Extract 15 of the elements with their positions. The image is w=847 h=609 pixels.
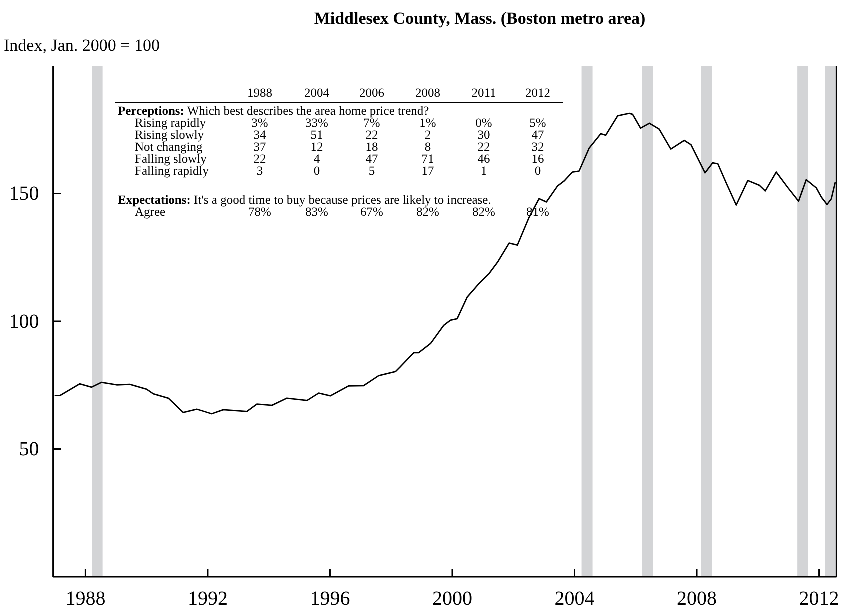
y-axis-title: Index, Jan. 2000 = 100	[4, 36, 160, 55]
x-tick-label: 1992	[188, 588, 228, 609]
x-tick-label: 2008	[677, 588, 718, 609]
y-tick-label: 100	[9, 310, 40, 333]
text: 1988 2004 2006 2008 2011 2012	[248, 86, 550, 100]
x-tick-label: 2000	[432, 588, 472, 609]
y-tick-label: 150	[9, 183, 40, 206]
x-tick-label: 2004	[554, 588, 595, 609]
chart-title: Middlesex County, Mass. (Boston metro area)	[314, 9, 646, 28]
y-tick-label: 50	[19, 438, 40, 461]
x-tick-label: 2012	[799, 588, 840, 609]
x-tick-label: 1996	[310, 588, 350, 609]
annotation: Expectations: It's a good time to buy because prices are likely to increase.	[118, 193, 492, 207]
x-tick-label: 1988	[66, 588, 106, 609]
annotation: Perceptions: Which best describes the area home price trend?	[118, 104, 430, 118]
